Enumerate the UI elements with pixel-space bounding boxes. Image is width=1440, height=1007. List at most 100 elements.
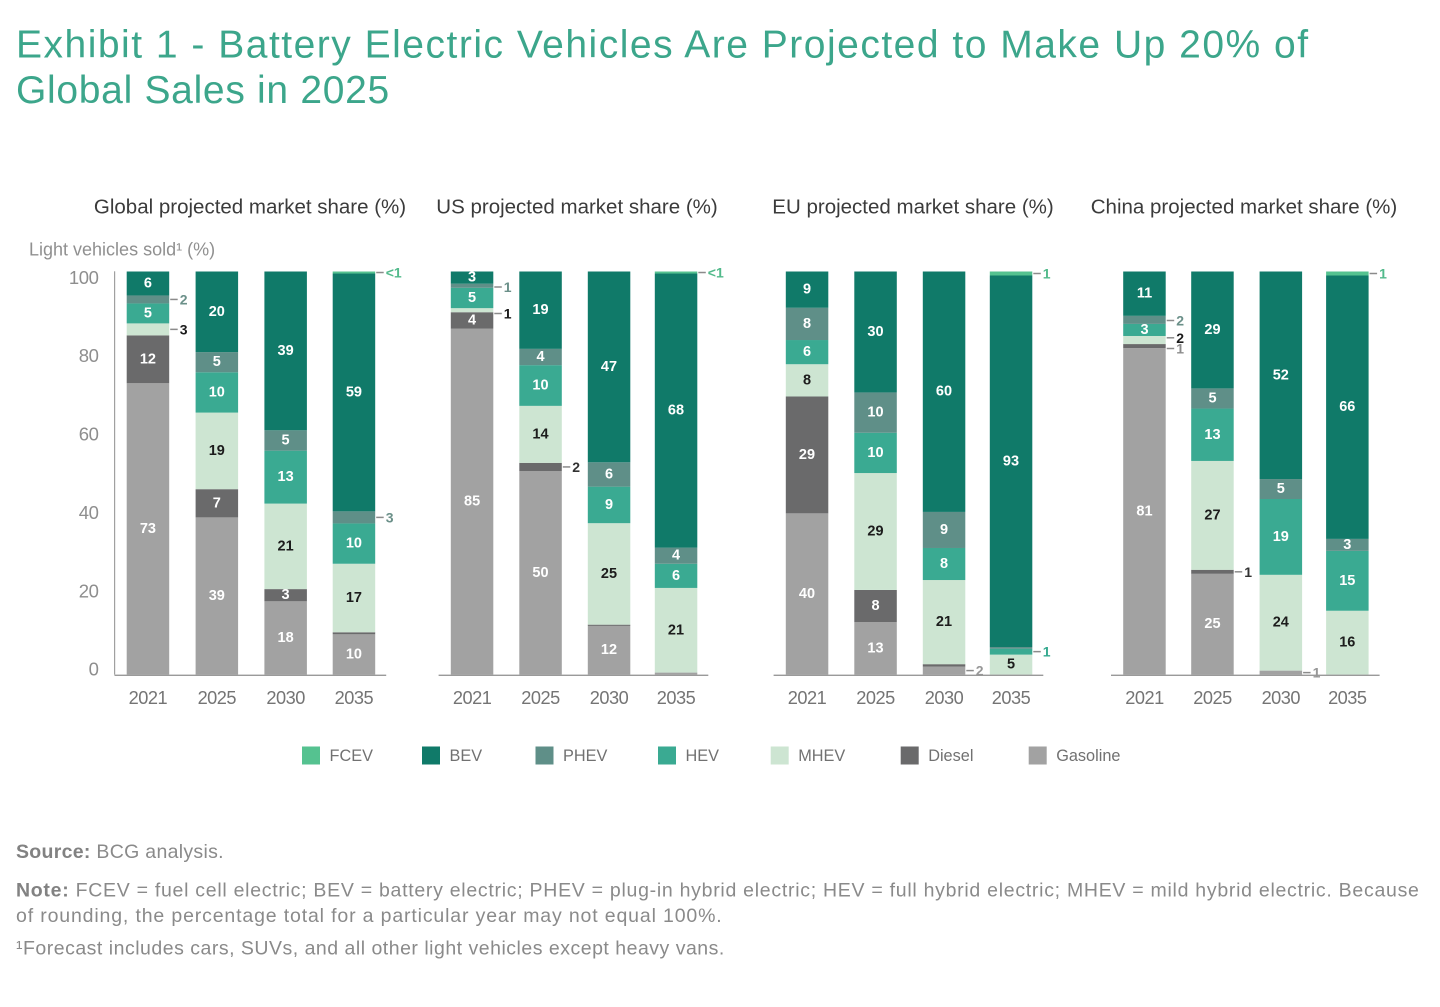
svg-text:1: 1 bbox=[504, 279, 512, 295]
svg-text:Diesel: Diesel bbox=[928, 747, 973, 765]
svg-text:10: 10 bbox=[209, 384, 225, 400]
svg-text:2: 2 bbox=[572, 459, 580, 475]
svg-text:15: 15 bbox=[1339, 573, 1355, 589]
svg-text:1: 1 bbox=[1379, 266, 1387, 282]
svg-text:60: 60 bbox=[936, 384, 952, 400]
svg-text:80: 80 bbox=[79, 345, 99, 366]
svg-text:25: 25 bbox=[1204, 616, 1220, 632]
svg-text:2025: 2025 bbox=[1193, 688, 1232, 708]
svg-text:2030: 2030 bbox=[1262, 688, 1301, 708]
svg-text:0: 0 bbox=[89, 659, 99, 680]
svg-text:12: 12 bbox=[140, 351, 156, 367]
svg-text:3: 3 bbox=[468, 270, 476, 286]
svg-text:21: 21 bbox=[668, 622, 684, 638]
svg-text:2025: 2025 bbox=[198, 688, 237, 708]
svg-text:20: 20 bbox=[209, 304, 225, 320]
svg-text:Source: BCG analysis.: Source: BCG analysis. bbox=[16, 841, 224, 863]
svg-text:19: 19 bbox=[209, 443, 225, 459]
svg-text:21: 21 bbox=[278, 538, 294, 554]
svg-text:52: 52 bbox=[1273, 367, 1289, 383]
svg-text:3: 3 bbox=[282, 587, 290, 603]
svg-text:10: 10 bbox=[532, 378, 548, 394]
svg-text:93: 93 bbox=[1003, 453, 1019, 469]
svg-text:<1: <1 bbox=[386, 265, 402, 281]
svg-text:2: 2 bbox=[180, 291, 188, 307]
svg-text:4: 4 bbox=[536, 349, 544, 365]
svg-text:60: 60 bbox=[79, 424, 99, 445]
svg-text:40: 40 bbox=[79, 502, 99, 523]
svg-text:40: 40 bbox=[799, 586, 815, 602]
svg-text:2: 2 bbox=[976, 663, 984, 679]
svg-text:1: 1 bbox=[1313, 665, 1321, 681]
svg-text:17: 17 bbox=[346, 590, 362, 606]
svg-text:Global Sales in 2025: Global Sales in 2025 bbox=[16, 69, 390, 112]
svg-text:30: 30 bbox=[867, 324, 883, 340]
svg-text:1: 1 bbox=[1043, 266, 1051, 282]
svg-text:2: 2 bbox=[1176, 313, 1184, 329]
svg-text:5: 5 bbox=[1007, 657, 1015, 673]
svg-text:2035: 2035 bbox=[657, 688, 696, 708]
svg-text:10: 10 bbox=[346, 536, 362, 552]
svg-text:2035: 2035 bbox=[335, 688, 374, 708]
svg-text:EU projected market share (%): EU projected market share (%) bbox=[772, 196, 1053, 219]
svg-text:¹Forecast includes cars, SUVs,: ¹Forecast includes cars, SUVs, and all o… bbox=[16, 938, 725, 960]
svg-text:4: 4 bbox=[672, 548, 680, 564]
svg-text:39: 39 bbox=[278, 343, 294, 359]
svg-text:9: 9 bbox=[940, 522, 948, 538]
svg-text:50: 50 bbox=[532, 565, 548, 581]
svg-text:5: 5 bbox=[144, 305, 152, 321]
svg-text:FCEV: FCEV bbox=[330, 747, 374, 765]
svg-text:2021: 2021 bbox=[453, 688, 492, 708]
svg-text:5: 5 bbox=[282, 432, 290, 448]
svg-text:9: 9 bbox=[605, 497, 613, 513]
svg-text:PHEV: PHEV bbox=[563, 747, 607, 765]
svg-text:14: 14 bbox=[532, 426, 548, 442]
svg-text:8: 8 bbox=[871, 598, 879, 614]
svg-text:29: 29 bbox=[799, 447, 815, 463]
svg-text:2030: 2030 bbox=[590, 688, 629, 708]
svg-text:3: 3 bbox=[1343, 537, 1351, 553]
svg-text:2021: 2021 bbox=[788, 688, 827, 708]
svg-text:18: 18 bbox=[278, 630, 294, 646]
svg-text:<1: <1 bbox=[708, 265, 724, 281]
svg-text:13: 13 bbox=[1204, 427, 1220, 443]
svg-text:2035: 2035 bbox=[992, 688, 1031, 708]
svg-text:19: 19 bbox=[1273, 529, 1289, 545]
svg-text:21: 21 bbox=[936, 614, 952, 630]
svg-text:HEV: HEV bbox=[686, 747, 720, 765]
svg-text:1: 1 bbox=[504, 306, 512, 322]
svg-text:27: 27 bbox=[1204, 507, 1220, 523]
svg-text:5: 5 bbox=[468, 290, 476, 306]
svg-text:of rounding, the percentage to: of rounding, the percentage total for a … bbox=[16, 905, 723, 927]
svg-text:19: 19 bbox=[532, 302, 548, 318]
svg-text:12: 12 bbox=[601, 642, 617, 658]
svg-text:Light vehicles sold¹ (%): Light vehicles sold¹ (%) bbox=[29, 240, 215, 260]
svg-text:MHEV: MHEV bbox=[798, 747, 845, 765]
svg-text:2025: 2025 bbox=[856, 688, 895, 708]
svg-text:2030: 2030 bbox=[925, 688, 964, 708]
svg-text:8: 8 bbox=[803, 372, 811, 388]
svg-text:6: 6 bbox=[803, 344, 811, 360]
svg-text:2021: 2021 bbox=[1125, 688, 1164, 708]
svg-text:4: 4 bbox=[468, 312, 476, 328]
svg-text:47: 47 bbox=[601, 359, 617, 375]
svg-text:29: 29 bbox=[867, 524, 883, 540]
svg-text:85: 85 bbox=[464, 494, 480, 510]
svg-text:7: 7 bbox=[213, 495, 221, 511]
svg-text:6: 6 bbox=[672, 568, 680, 584]
svg-text:1: 1 bbox=[1244, 564, 1252, 580]
svg-text:8: 8 bbox=[803, 316, 811, 332]
svg-text:Note: FCEV = fuel cell electri: Note: FCEV = fuel cell electric; BEV = b… bbox=[16, 880, 1420, 902]
svg-text:6: 6 bbox=[605, 466, 613, 482]
svg-text:Global projected market share: Global projected market share (%) bbox=[94, 196, 406, 219]
svg-text:66: 66 bbox=[1339, 399, 1355, 415]
svg-text:China projected market share (: China projected market share (%) bbox=[1091, 196, 1398, 219]
svg-text:20: 20 bbox=[79, 580, 99, 601]
svg-text:1: 1 bbox=[1176, 341, 1184, 357]
svg-text:68: 68 bbox=[668, 403, 684, 419]
svg-text:5: 5 bbox=[1277, 481, 1285, 497]
svg-text:13: 13 bbox=[278, 469, 294, 485]
svg-text:10: 10 bbox=[867, 405, 883, 421]
svg-text:BEV: BEV bbox=[450, 747, 483, 765]
svg-text:US projected market share (%): US projected market share (%) bbox=[436, 196, 717, 219]
